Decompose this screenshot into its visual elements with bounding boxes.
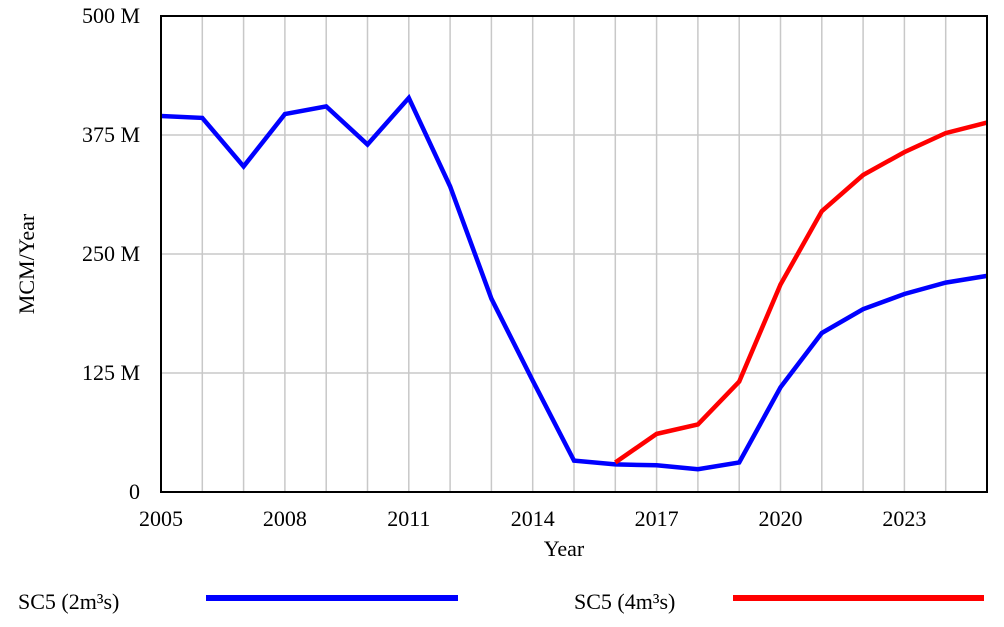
x-tick-label: 2008 — [263, 506, 307, 531]
y-tick-label: 125 M — [82, 360, 140, 385]
x-tick-label: 2017 — [635, 506, 679, 531]
x-tick-label: 2005 — [139, 506, 183, 531]
series-line-2 — [614, 120, 988, 465]
grid-lines — [161, 16, 987, 492]
x-tick-label: 2014 — [511, 506, 555, 531]
series-lines — [160, 93, 988, 472]
x-tick-label: 2020 — [759, 506, 803, 531]
legend-label-1: SC5 (2m³s) — [18, 589, 119, 614]
x-tick-labels: 2005 2008 2011 2014 2017 2020 2023 — [139, 506, 926, 531]
x-axis-title: Year — [544, 536, 585, 561]
legend-label-2: SC5 (4m³s) — [574, 589, 675, 614]
plot-frame — [160, 15, 988, 493]
y-tick-label: 500 M — [82, 3, 140, 28]
y-tick-labels: 0 125 M 250 M 375 M 500 M — [82, 3, 140, 504]
x-tick-label: 2011 — [387, 506, 430, 531]
legend: SC5 (2m³s) SC5 (4m³s) — [18, 589, 984, 614]
x-tick-label: 2023 — [882, 506, 926, 531]
y-tick-label: 0 — [129, 479, 140, 504]
y-tick-label: 250 M — [82, 241, 140, 266]
y-axis-title: MCM/Year — [14, 213, 39, 314]
series-line-1 — [160, 93, 988, 472]
y-tick-label: 375 M — [82, 122, 140, 147]
